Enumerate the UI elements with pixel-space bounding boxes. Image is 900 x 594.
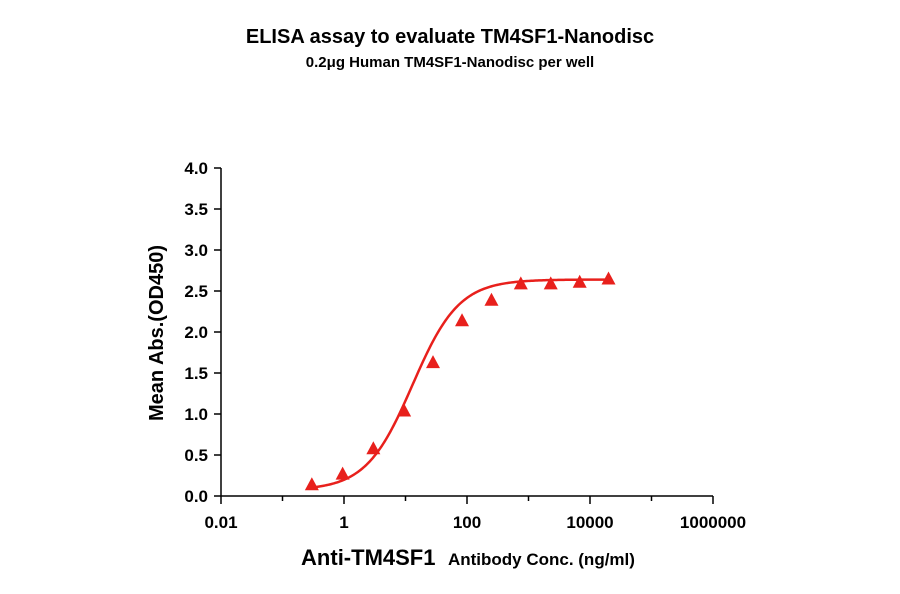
y-tick-label: 3.5 <box>184 200 208 219</box>
y-tick-label: 0.5 <box>184 446 208 465</box>
y-tick-label: 4.0 <box>184 159 208 178</box>
x-tick-label: 10000 <box>566 513 613 532</box>
data-point <box>543 276 558 290</box>
y-axis-label: Mean Abs.(OD450) <box>146 245 168 421</box>
data-point <box>513 276 528 290</box>
x-tick-label: 1 <box>339 513 348 532</box>
y-tick-label: 3.0 <box>184 241 208 260</box>
chart-title: ELISA assay to evaluate TM4SF1-Nanodisc <box>245 26 655 48</box>
data-point <box>397 403 412 417</box>
data-point <box>426 355 441 369</box>
data-points <box>304 271 616 491</box>
fit-curve <box>311 278 609 489</box>
data-point <box>335 466 350 480</box>
data-point <box>455 313 470 327</box>
y-tick-label: 2.5 <box>184 282 208 301</box>
data-point <box>484 292 499 306</box>
data-point <box>601 271 616 285</box>
axes-group: 0.0 0.5 1.0 1.5 2.0 2.5 3.0 3.5 4.0 0.01 1 100 10000… <box>184 159 746 532</box>
data-point <box>366 441 381 455</box>
x-axis-label-rest: Antibody Conc. (ng/ml) <box>448 550 635 569</box>
y-tick-label: 1.5 <box>184 364 208 383</box>
x-axis-label-main: Anti-TM4SF1 <box>301 545 435 570</box>
y-tick-label: 0.0 <box>184 487 208 506</box>
chart-subtitle: 0.2μg Human TM4SF1-Nanodisc per well <box>305 54 595 71</box>
x-tick-label: 100 <box>453 513 481 532</box>
data-point <box>572 274 587 288</box>
x-tick-label: 0.01 <box>204 513 237 532</box>
data-point <box>304 477 319 491</box>
y-tick-label: 2.0 <box>184 323 208 342</box>
x-axis-label: Anti-TM4SF1 Antibody Conc. (ng/ml) <box>301 545 635 570</box>
x-tick-label: 1000000 <box>680 513 746 532</box>
y-tick-label: 1.0 <box>184 405 208 424</box>
